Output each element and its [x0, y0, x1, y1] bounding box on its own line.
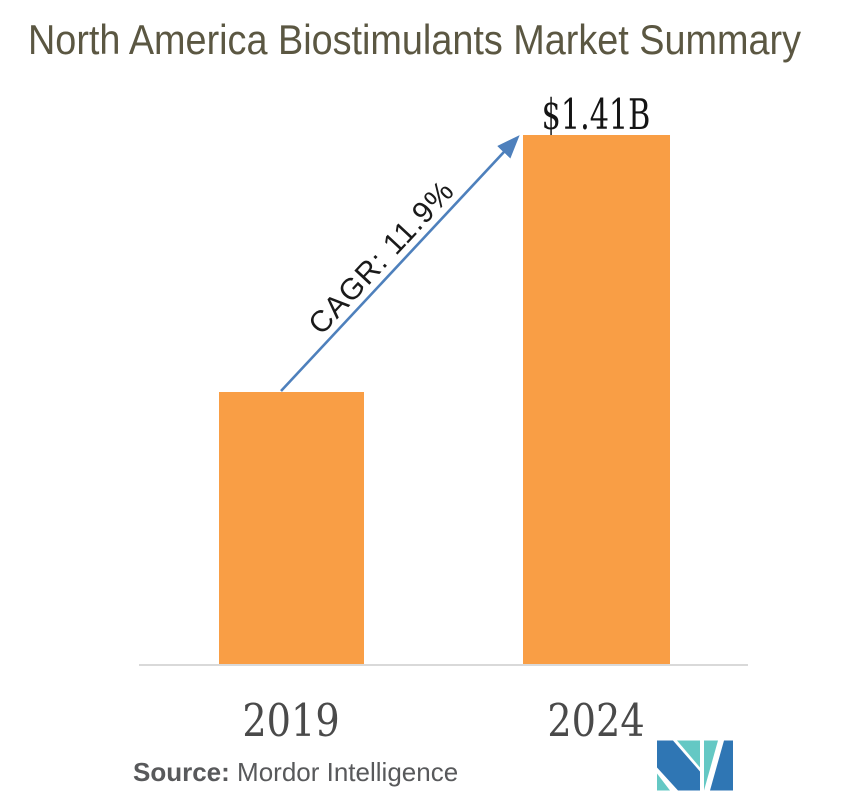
x-axis-label-2019: 2019 [242, 694, 340, 747]
cagr-trend-arrow-icon [280, 135, 520, 392]
bar-2019 [219, 392, 364, 665]
source-note: Source: Mordor Intelligence [133, 757, 458, 788]
source-text: Mordor Intelligence [237, 757, 459, 787]
x-axis-line [139, 664, 748, 666]
source-label: Source: [133, 757, 230, 787]
x-axis-label-2024: 2024 [547, 694, 645, 747]
bar-2024 [523, 135, 670, 665]
footer: Source: Mordor Intelligence [0, 735, 842, 810]
value-label-2024: $1.41B [541, 90, 651, 139]
plot-area: $1.41B CAGR: 11.9% 2019 2024 [139, 90, 748, 747]
mordor-intelligence-logo [657, 740, 733, 791]
chart-title: North America Biostimulants Market Summa… [28, 16, 802, 63]
